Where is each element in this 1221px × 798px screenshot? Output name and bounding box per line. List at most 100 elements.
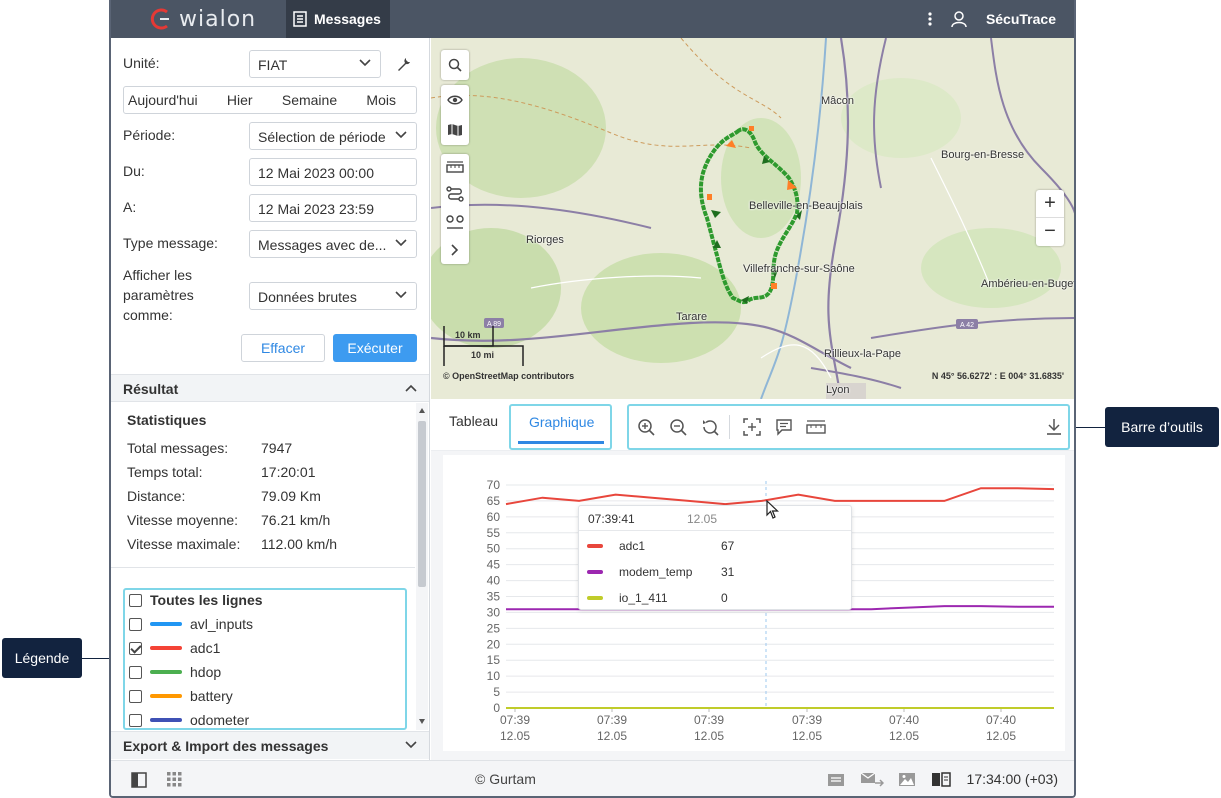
export-section-header[interactable]: Export & Import des messages [111, 731, 429, 759]
map-coordinates: N 45° 56.6272' : E 004° 31.6835' [931, 371, 1064, 381]
route-icon [446, 186, 464, 202]
execute-button[interactable]: Exécuter [333, 334, 417, 362]
chevron-down-icon [395, 291, 407, 299]
zoom-out-chart-button[interactable] [667, 416, 689, 438]
wrench-icon[interactable] [397, 57, 411, 71]
tab-messages[interactable]: Messages [286, 0, 390, 38]
from-date-field[interactable]: 12 Mai 2023 00:00 [249, 158, 417, 186]
user-name[interactable]: SécuTrace [985, 11, 1056, 27]
tab-table[interactable]: Tableau [449, 413, 499, 429]
zoom-out-icon [670, 419, 687, 436]
messages-icon [293, 11, 307, 27]
map-visibility-button[interactable] [441, 85, 469, 115]
chart-tooltip: 07:39:41 12.05 adc1 67 modem_temp 31 io_… [578, 505, 852, 610]
legend-checkbox[interactable] [129, 665, 142, 679]
tooltip-series-name: io_1_411 [619, 591, 668, 605]
scroll-down-icon[interactable] [419, 719, 425, 724]
preset-yesterday[interactable]: Hier [226, 92, 253, 108]
wialon-logo-icon [150, 8, 169, 30]
map-search-button[interactable] [441, 50, 469, 80]
legend-item[interactable]: odometer [129, 710, 249, 730]
tooltip-row: io_1_411 0 [587, 591, 737, 605]
city-label: Lyon [826, 384, 850, 396]
map-layers-button[interactable] [441, 115, 469, 145]
zoom-in-chart-button[interactable] [635, 416, 657, 438]
tooltip-time: 07:39:41 [588, 512, 635, 526]
tooltip-row: modem_temp 31 [587, 565, 737, 579]
legend-item[interactable]: battery [129, 686, 233, 706]
legend-item[interactable]: hdop [129, 662, 221, 682]
map-search-tool [441, 50, 469, 80]
result-scrollbar[interactable] [416, 403, 428, 730]
legend-checkbox[interactable] [129, 617, 142, 631]
stat-label-avg-speed: Vitesse moyenne: [127, 512, 239, 528]
tooltip-date: 12.05 [687, 512, 718, 526]
top-bar: wialon Messages SécuTrace [111, 0, 1074, 38]
search-icon [448, 58, 462, 72]
fit-chart-button[interactable] [741, 416, 763, 438]
y-tick-label: 20 [487, 637, 501, 651]
active-tab-indicator [518, 441, 604, 444]
series-line-adc1 [505, 487, 1055, 506]
zoom-in-button[interactable]: + [1036, 190, 1064, 218]
unit-select-value: FIAT [258, 57, 288, 73]
more-vertical-icon[interactable] [928, 11, 932, 27]
send-message-icon[interactable] [860, 772, 884, 787]
zoom-controls: + − [1036, 190, 1064, 246]
book-icon[interactable] [931, 772, 951, 787]
chevron-down-icon [359, 59, 371, 67]
scroll-up-icon[interactable] [419, 408, 425, 413]
preset-week[interactable]: Semaine [281, 92, 338, 108]
message-type-value: Messages avec de... [258, 237, 387, 253]
panel-layout-icon[interactable] [131, 772, 147, 788]
legend-checkbox[interactable] [129, 713, 142, 727]
period-select[interactable]: Sélection de période [249, 122, 417, 150]
map-expand-tools-button[interactable] [441, 236, 469, 264]
comment-icon [776, 419, 792, 436]
map-icon [448, 124, 462, 136]
toolbar-callout: Barre d’outils [1105, 407, 1219, 447]
map-view[interactable]: A 89 A 42 Mâcon Bourg-en-Bresse Bellevil… [431, 38, 1074, 399]
download-icon [1047, 419, 1061, 435]
chart-ruler-button[interactable] [805, 416, 827, 438]
params-display-select[interactable]: Données brutes [249, 282, 417, 310]
y-tick-label: 50 [487, 542, 501, 556]
road-label-a89: A 89 [487, 321, 501, 328]
download-chart-button[interactable] [1043, 416, 1065, 438]
legend-checkbox[interactable] [129, 689, 142, 703]
reset-chart-button[interactable] [699, 416, 721, 438]
preset-month[interactable]: Mois [366, 92, 396, 108]
map-route-button[interactable] [441, 180, 469, 208]
road-label-a42: A 42 [960, 322, 974, 329]
checkbox-all-lines[interactable] [129, 593, 142, 607]
map-distance-button[interactable] [441, 208, 469, 236]
legend-all-lines[interactable]: Toutes les lignes [129, 590, 263, 610]
legend-item[interactable]: avl_inputs [129, 614, 253, 634]
chevron-up-icon [405, 384, 417, 392]
preset-today[interactable]: Aujourd'hui [128, 92, 198, 108]
map-attribution[interactable]: © OpenStreetMap contributors [443, 371, 575, 381]
user-icon[interactable] [950, 10, 968, 28]
wialon-logo[interactable]: wialon [147, 7, 256, 32]
chart-annotation-button[interactable] [773, 416, 795, 438]
image-icon[interactable] [898, 772, 916, 787]
legend-checkbox[interactable] [129, 641, 142, 655]
legend-item[interactable]: adc1 [129, 638, 220, 658]
unit-select[interactable]: FIAT [249, 50, 381, 78]
message-type-label: Type message: [123, 235, 218, 251]
eye-icon [447, 95, 463, 105]
result-section-header[interactable]: Résultat [111, 374, 429, 402]
zoom-out-button[interactable]: − [1044, 220, 1056, 242]
clear-button[interactable]: Effacer [241, 334, 325, 362]
to-date-field[interactable]: 12 Mai 2023 23:59 [249, 194, 417, 222]
tab-chart[interactable]: Graphique [509, 404, 612, 450]
copyright: © Gurtam [475, 771, 536, 787]
stat-value-distance: 79.09 Km [261, 488, 321, 504]
message-type-select[interactable]: Messages avec de... [249, 230, 417, 258]
apps-grid-icon[interactable] [167, 772, 182, 787]
notifications-icon[interactable] [827, 773, 845, 787]
mouse-cursor-icon [766, 500, 779, 519]
map-ruler-button[interactable] [441, 154, 469, 180]
scrollbar-thumb[interactable] [418, 421, 426, 587]
y-tick-label: 45 [487, 558, 501, 572]
